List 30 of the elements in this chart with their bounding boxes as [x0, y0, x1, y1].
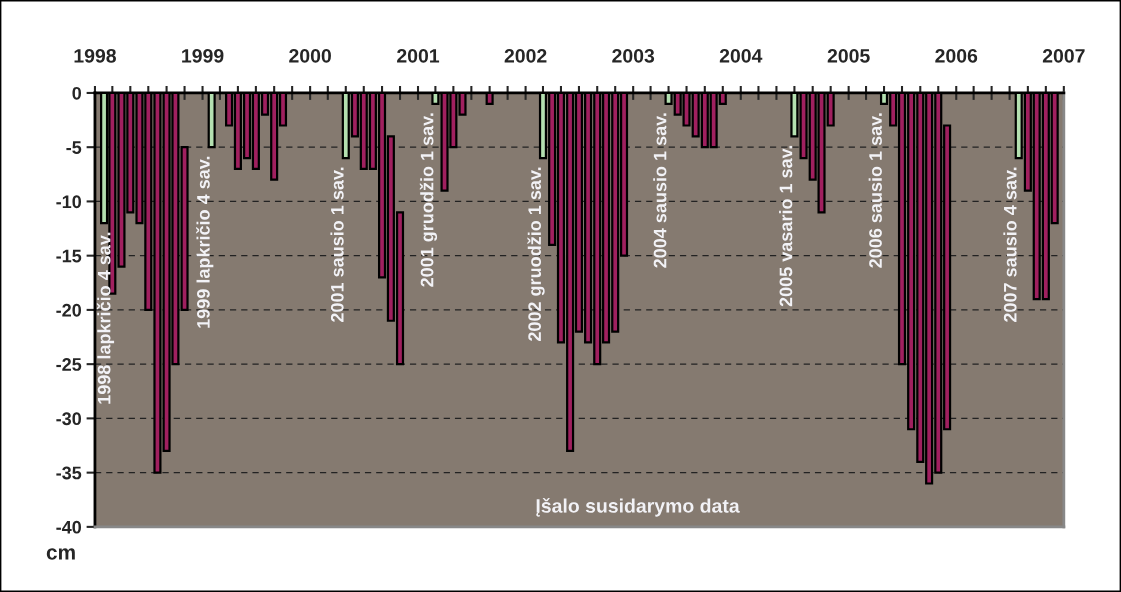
x-tick-label: 2000 [289, 48, 331, 63]
annotation: 2007 sausio 4 sav. [1003, 167, 1017, 322]
x-tick-label: 2006 [935, 48, 978, 63]
y-tick-label: -15 [56, 249, 82, 263]
y-tick-label: -40 [56, 520, 82, 534]
x-tick-label: 2002 [504, 48, 547, 63]
y-tick-label: -20 [56, 303, 82, 317]
annotation: 1998 lapkričio 4 sav. [96, 232, 115, 404]
y-tick-label: -35 [56, 466, 82, 480]
y-tick-label: -30 [56, 412, 82, 426]
y-tick-label: -25 [56, 358, 82, 371]
annotation: 2005 vasario 1 sav. [779, 145, 793, 307]
x-tick-label: 1998 [74, 48, 116, 63]
x-tick-label: 1999 [182, 48, 224, 63]
x-tick-label: 2003 [612, 48, 655, 63]
x-tick-label: 2004 [719, 48, 763, 63]
annotation: 2006 sausio 1 sav. [868, 113, 882, 268]
y-tick-label: -10 [56, 195, 82, 209]
y-tick-label: -5 [66, 141, 82, 154]
x-tick-label: 2005 [827, 48, 870, 63]
annotation: 2001 sausio 1 sav. [330, 167, 344, 322]
annotation: 2001 gruodžio 1 sav. [419, 113, 438, 287]
annotation: 2004 sausio 1 sav. [653, 113, 667, 268]
annotation: 2002 gruodžio 1 sav. [527, 167, 545, 342]
annotation: Įšalo susidarymo data [536, 498, 740, 517]
x-tick-label: 2007 [1042, 48, 1085, 63]
annotation: 1999 lapkričio 4 sav. [196, 156, 214, 328]
x-tick-label: 2001 [397, 48, 440, 63]
y-tick-label: 0 [72, 86, 82, 100]
y-axis-title: cm [46, 548, 75, 560]
